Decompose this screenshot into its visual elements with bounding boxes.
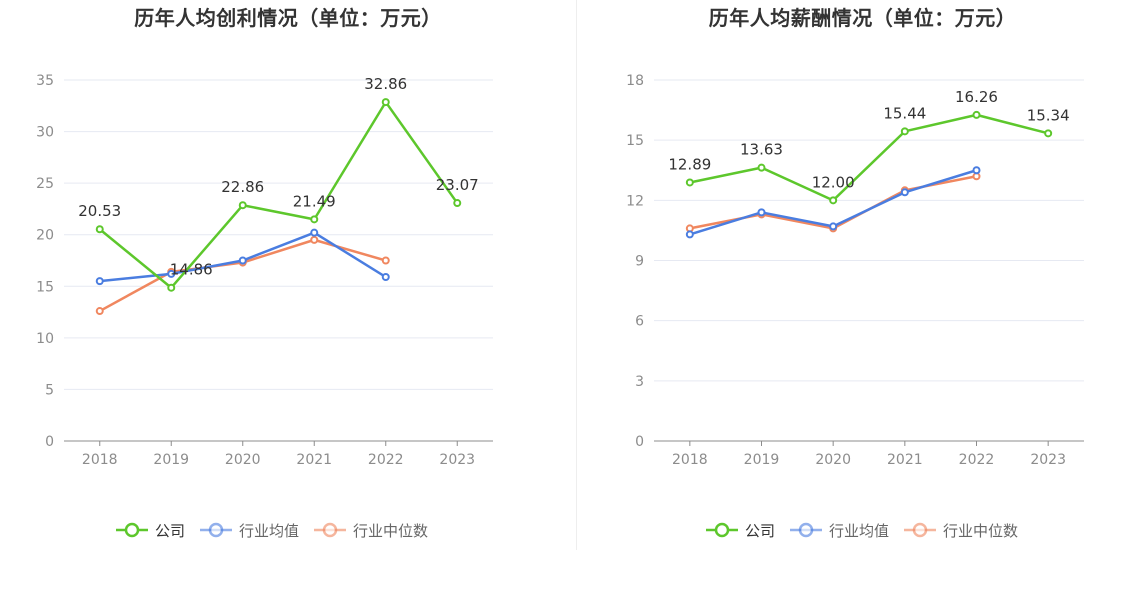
legend-item[interactable]: 行业中位数	[313, 520, 428, 541]
y-tick-label: 9	[635, 254, 644, 270]
data-label: 20.53	[78, 202, 121, 220]
data-point	[381, 273, 390, 282]
x-tick-label: 2022	[959, 452, 995, 468]
data-point	[685, 230, 694, 239]
y-tick-label: 0	[45, 434, 54, 450]
data-point	[95, 225, 104, 234]
legend-item[interactable]: 行业中位数	[903, 520, 1018, 541]
data-point	[900, 127, 909, 136]
data-point	[167, 283, 176, 292]
legend-label: 行业中位数	[943, 521, 1019, 540]
y-tick-label: 3	[635, 374, 644, 390]
y-tick-label: 20	[36, 228, 54, 244]
x-tick-label: 2018	[672, 452, 708, 468]
y-tick-label: 15	[626, 133, 644, 149]
x-tick-label: 2021	[296, 452, 332, 468]
y-tick-label: 5	[45, 382, 54, 398]
data-label: 21.49	[293, 192, 336, 210]
data-label: 15.34	[1027, 106, 1070, 124]
data-point	[238, 256, 247, 265]
x-tick-label: 2020	[225, 452, 261, 468]
data-point	[757, 208, 766, 217]
data-point	[310, 215, 319, 224]
data-point	[310, 228, 319, 237]
x-tick-label: 2018	[82, 452, 118, 468]
y-tick-label: 35	[36, 73, 54, 89]
data-label: 32.86	[364, 75, 407, 93]
data-label: 12.00	[812, 173, 855, 191]
x-tick-label: 2019	[153, 452, 189, 468]
data-point	[1044, 129, 1053, 138]
series-line	[689, 113, 1049, 202]
chart-legend: 公司 行业均值 行业中位数	[115, 518, 442, 542]
data-point	[95, 277, 104, 286]
x-tick-label: 2022	[368, 452, 404, 468]
y-tick-label: 25	[36, 176, 54, 192]
data-point	[381, 256, 390, 265]
chart-panel-salary: 历年人均薪酬情况（单位：万元） 0 3 6 9 12 15 18 2018 2019 2020 20…	[577, 0, 1148, 589]
legend-label: 行业均值	[239, 521, 300, 540]
series-line	[98, 100, 459, 289]
x-tick-label: 2023	[439, 452, 475, 468]
line-chart-profit: 0 5 10 15 20 25 30 35 2018 2019 2020 2021 2022 2023 20…	[36, 73, 493, 468]
data-label: 23.07	[436, 176, 479, 194]
data-point	[167, 269, 176, 278]
chart-title: 历年人均薪酬情况（单位：万元）	[708, 6, 1017, 30]
legend-label: 行业均值	[829, 521, 890, 540]
data-point	[453, 199, 462, 208]
x-tick-label: 2019	[744, 452, 780, 468]
legend-line-marker-icon	[790, 522, 823, 538]
legend-item[interactable]: 行业均值	[199, 520, 299, 541]
legend-line-marker-icon	[314, 522, 347, 538]
chart-panel-profit: 历年人均创利情况（单位：万元） 0 5 10 15 20 25 30 35 2018 2019 20…	[36, 6, 493, 542]
y-tick-label: 10	[36, 331, 54, 347]
data-point	[95, 307, 104, 316]
y-tick-label: 30	[36, 125, 54, 141]
legend-item[interactable]: 行业均值	[789, 520, 889, 541]
y-tick-label: 12	[626, 193, 644, 209]
x-tick-label: 2021	[887, 452, 923, 468]
legend-line-marker-icon	[116, 522, 148, 538]
data-point	[310, 235, 319, 244]
data-point	[972, 110, 981, 119]
legend-item[interactable]: 公司	[705, 520, 775, 541]
y-tick-label: 15	[36, 279, 54, 295]
y-tick-label: 0	[635, 434, 644, 450]
legend-line-marker-icon	[200, 522, 233, 538]
data-point	[829, 222, 838, 231]
legend-line-marker-icon	[904, 522, 937, 538]
data-label: 12.89	[668, 155, 711, 173]
data-label: 15.44	[883, 104, 926, 122]
data-point	[238, 201, 247, 210]
data-point	[829, 196, 838, 205]
data-point	[757, 163, 766, 172]
data-point	[972, 166, 981, 175]
data-point	[685, 178, 694, 187]
chart-legend: 公司 行业均值 行业中位数	[705, 518, 1032, 542]
panel-divider	[576, 0, 577, 550]
legend-label: 行业中位数	[353, 521, 429, 540]
legend-label: 公司	[745, 521, 776, 540]
data-label: 14.86	[170, 261, 213, 279]
data-label: 16.26	[955, 88, 998, 106]
data-point	[381, 98, 390, 107]
chart-title: 历年人均创利情况（单位：万元）	[134, 6, 442, 30]
x-tick-label: 2023	[1030, 452, 1066, 468]
data-label: 13.63	[740, 141, 783, 159]
legend-label: 公司	[155, 521, 186, 540]
y-tick-label: 6	[635, 314, 644, 330]
line-chart-salary: 0 3 6 9 12 15 18 2018 2019 2020 2021 2022 2023 12.89 1…	[626, 73, 1084, 468]
x-tick-label: 2020	[815, 452, 851, 468]
data-point	[900, 188, 909, 197]
y-tick-label: 18	[626, 73, 644, 89]
legend-item[interactable]: 公司	[115, 520, 185, 541]
legend-line-marker-icon	[706, 522, 738, 538]
data-label: 22.86	[221, 178, 264, 196]
